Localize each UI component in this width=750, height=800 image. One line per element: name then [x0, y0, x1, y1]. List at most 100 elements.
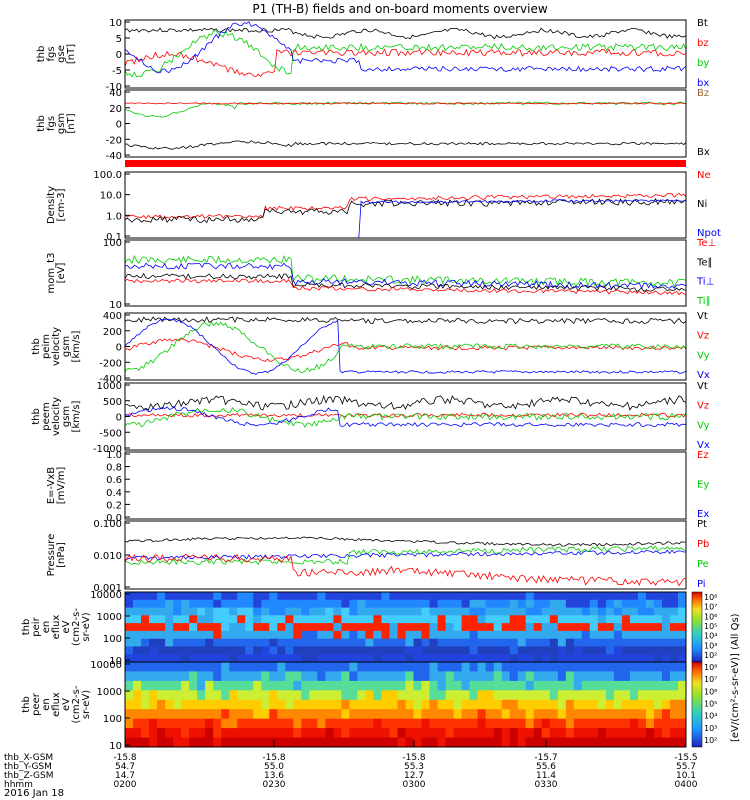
spectrogram-cell — [173, 607, 182, 616]
x-tick-label: 55.0 — [264, 762, 284, 772]
spectrogram-cell — [670, 646, 679, 655]
spectrogram-cell — [365, 680, 374, 691]
spectrogram-cell — [581, 592, 591, 601]
spectrogram-cell — [357, 654, 366, 663]
spectrogram-cell — [485, 728, 495, 738]
spectrogram-cell — [285, 709, 294, 720]
spectrogram-cell — [245, 728, 254, 738]
spectrogram-cell — [365, 699, 374, 710]
colorbar-tick-label: 10³ — [704, 641, 717, 650]
spectrogram-cell — [662, 592, 671, 601]
spectrogram-cell — [309, 646, 318, 655]
spectrogram-cell — [253, 592, 262, 601]
spectrogram-cell — [678, 607, 687, 616]
spectrogram-cell — [261, 607, 270, 616]
y-tick-label: 500 — [103, 397, 122, 408]
spectrogram-cell — [317, 728, 326, 738]
spectrogram-cell — [421, 607, 430, 616]
spectrogram-cell — [341, 680, 350, 691]
spectrogram-cell — [253, 646, 262, 655]
spectrogram-cell — [477, 646, 487, 655]
spectrogram-cell — [621, 680, 631, 691]
spectrogram-cell — [421, 646, 430, 655]
spectrogram-cell — [670, 592, 679, 601]
spectrogram-cell — [165, 728, 174, 738]
spectrogram-cell — [157, 737, 166, 748]
spectrogram-cell — [261, 630, 270, 640]
spectrogram-cell — [421, 718, 430, 729]
series-line-by — [124, 29, 687, 78]
spectrogram-cell — [557, 615, 567, 624]
spectrogram-cell — [141, 699, 150, 710]
spectrogram-cell — [333, 638, 342, 647]
spectrogram-cell — [317, 646, 326, 655]
spectrogram-cell — [253, 662, 262, 672]
series-line-Vt — [124, 394, 687, 411]
spectrogram-cell — [165, 607, 174, 616]
spectrogram-cell — [517, 654, 527, 663]
spectrogram-cell — [205, 630, 214, 640]
spectrogram-cell — [237, 599, 246, 609]
spectrogram-cell — [277, 654, 286, 663]
spectrogram-cell — [509, 699, 519, 710]
spectrogram-cell — [277, 690, 286, 701]
spectrogram-cell — [461, 662, 471, 672]
spectrogram-cell — [477, 638, 487, 647]
spectrogram-cell — [397, 615, 406, 624]
spectrogram-cell — [493, 728, 503, 738]
spectrogram-cell — [645, 630, 655, 640]
spectrogram-cell — [501, 607, 511, 616]
spectrogram-cell — [461, 728, 471, 738]
spectrogram-cell — [381, 728, 390, 738]
spectrogram-cell — [397, 630, 406, 640]
spectrogram-cell — [678, 638, 687, 647]
spectrogram-cell — [245, 623, 254, 632]
spectrogram-cell — [421, 630, 430, 640]
y-tick-label: 20 — [109, 104, 122, 115]
spectrogram-cell — [565, 690, 575, 701]
spectrogram-cell — [421, 654, 430, 663]
spectrogram-cell — [165, 623, 174, 632]
y-axis-label: thb peim velocity gsm [km/s] — [31, 327, 82, 366]
spectrogram-cell — [581, 718, 591, 729]
spectrogram-cell — [565, 671, 575, 682]
spectrogram-cell — [253, 680, 262, 691]
spectrogram-cell — [469, 728, 479, 738]
spectrogram-cell — [165, 690, 174, 701]
spectrogram-cell — [637, 654, 647, 663]
spectrogram-cell — [509, 599, 519, 609]
spectrogram-cell — [597, 699, 607, 710]
spectrogram-cell — [269, 662, 278, 672]
spectrogram-cell — [357, 623, 366, 632]
spectrogram-cell — [429, 680, 438, 691]
y-axis-label-line: (cm2-s- — [71, 608, 82, 646]
spectrogram-cell — [221, 646, 230, 655]
spectrogram-cell — [645, 623, 655, 632]
spectrogram-cell — [277, 623, 286, 632]
spectrogram-cell — [525, 623, 535, 632]
y-tick-label: 40 — [109, 88, 122, 99]
spectrogram-cell — [573, 671, 583, 682]
spectrogram-cell — [349, 607, 358, 616]
spectrogram-cell — [365, 623, 374, 632]
legend-Vx: Vx — [697, 440, 710, 451]
spectrogram-cell — [662, 718, 671, 729]
spectrogram-cell — [189, 680, 198, 691]
spectrogram-cell — [557, 607, 567, 616]
spectrogram-cell — [293, 699, 302, 710]
spectrogram-cell — [589, 671, 599, 682]
spectrogram-cell — [245, 709, 254, 720]
spectrogram-cell — [485, 662, 495, 672]
spectrogram-cell — [485, 599, 495, 609]
spectrogram-cell — [581, 662, 591, 672]
spectrogram-cell — [469, 646, 479, 655]
spectrogram-cell — [613, 728, 623, 738]
spectrogram-cell — [509, 690, 519, 701]
spectrogram-cell — [349, 630, 358, 640]
spectrogram-cell — [509, 607, 519, 616]
spectrogram-cell — [309, 607, 318, 616]
spectrogram-cell — [157, 607, 166, 616]
spectrogram-cell — [141, 599, 150, 609]
spectrogram-cell — [485, 737, 495, 748]
spectrogram-cell — [477, 737, 487, 748]
